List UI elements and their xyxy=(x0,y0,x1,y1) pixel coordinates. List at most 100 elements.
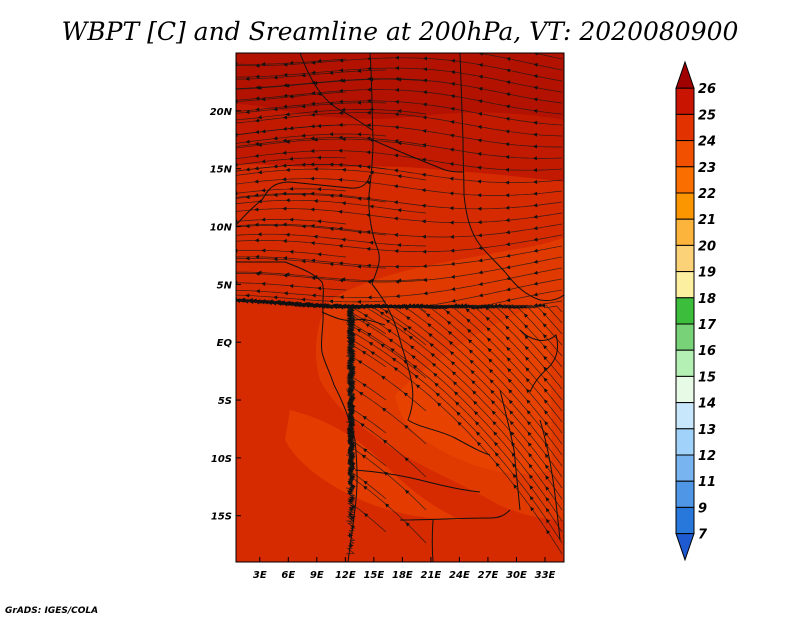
streamline-arrow xyxy=(362,383,367,388)
streamline-arrow xyxy=(543,388,548,393)
streamline-arrow xyxy=(379,311,385,316)
streamline-arrow xyxy=(363,314,369,318)
streamline-arrow xyxy=(466,318,471,323)
streamline-arrow xyxy=(254,207,259,212)
streamline-arrow xyxy=(430,353,436,358)
streamline-arrow xyxy=(528,463,533,469)
colorbar-swatch xyxy=(675,323,695,351)
streamline-arrow xyxy=(448,304,453,309)
streamline-arrow xyxy=(394,125,399,130)
streamline-arrow xyxy=(422,129,427,134)
streamline-arrow xyxy=(255,74,260,79)
streamline-arrow xyxy=(533,85,538,90)
streamline-arrow xyxy=(417,303,422,308)
streamline-arrow xyxy=(426,313,431,318)
streamline-arrow xyxy=(283,62,288,67)
streamline-arrow xyxy=(348,340,354,344)
streamline-arrow xyxy=(533,120,538,125)
streamline-arrow xyxy=(506,357,512,362)
streamline-arrow xyxy=(543,377,548,382)
streamline-arrow xyxy=(505,193,510,198)
streamline-arrow xyxy=(347,472,353,477)
streamline-arrow xyxy=(317,286,322,291)
streamline-arrow xyxy=(427,323,432,328)
streamline-arrow xyxy=(360,423,365,428)
y-tick-label: 20N xyxy=(210,107,233,118)
streamline-arrow xyxy=(313,234,318,239)
streamline-arrow xyxy=(301,259,306,264)
streamline-arrow xyxy=(397,174,402,179)
streamline-arrow xyxy=(310,176,315,181)
colorbar-label: 17 xyxy=(698,318,717,333)
streamline-arrow xyxy=(380,343,385,348)
streamline-arrow xyxy=(348,389,353,393)
streamline-arrow xyxy=(393,304,398,309)
streamline-arrow xyxy=(533,248,538,253)
streamline-arrow xyxy=(245,195,250,199)
y-tick-label: 5N xyxy=(217,280,233,291)
border-south-1 xyxy=(399,509,511,521)
streamline-arrow xyxy=(487,347,492,353)
streamline-arrow xyxy=(261,281,266,286)
streamline-arrow xyxy=(245,110,250,114)
colorbar-swatch xyxy=(675,375,695,404)
streamline-arrow xyxy=(421,157,426,162)
streamline-arrow xyxy=(338,177,343,182)
streamline-arrow xyxy=(449,147,454,152)
field-band-24c xyxy=(285,410,460,520)
streamline-arrow xyxy=(477,220,482,225)
streamline-arrow xyxy=(478,86,483,91)
streamline-arrow xyxy=(317,123,322,128)
streamline xyxy=(236,199,427,214)
streamline-arrow xyxy=(477,193,482,198)
streamline-arrow xyxy=(338,226,343,231)
streamline-arrow xyxy=(421,203,426,208)
streamline-arrow xyxy=(397,243,402,248)
streamline-arrow xyxy=(255,300,260,305)
streamline-arrow xyxy=(347,373,353,378)
streamline-arrow xyxy=(546,518,550,524)
streamline-arrow xyxy=(429,343,434,348)
streamline-arrow xyxy=(261,129,266,134)
streamline-arrow xyxy=(241,298,246,303)
streamline-arrow xyxy=(496,303,502,308)
colorbar-label: 9 xyxy=(698,501,707,516)
streamline-arrow xyxy=(289,284,294,289)
streamline-arrow xyxy=(404,457,409,462)
colorbar-swatch xyxy=(675,428,695,456)
streamline-arrow xyxy=(505,167,510,172)
streamline-arrow xyxy=(363,480,368,485)
streamline-arrow xyxy=(506,68,511,73)
streamline-arrow xyxy=(261,248,266,253)
colorbar-swatch xyxy=(675,166,695,194)
streamline-arrow xyxy=(317,187,322,192)
streamline-arrow xyxy=(357,230,362,235)
streamline-arrow xyxy=(366,263,371,268)
streamline-arrow xyxy=(365,323,370,328)
streamline-arrow xyxy=(526,410,531,415)
colorbar-swatch xyxy=(675,454,695,482)
streamline-arrow xyxy=(505,129,510,134)
streamline-arrow xyxy=(543,366,548,371)
streamline-arrow xyxy=(357,68,362,73)
streamline-arrow xyxy=(348,455,353,460)
streamline-arrow xyxy=(486,327,491,332)
streamline xyxy=(236,233,427,247)
streamline-arrow xyxy=(449,162,454,167)
streamline-arrow xyxy=(301,224,306,229)
streamline-arrow xyxy=(397,77,402,82)
streamline-arrow xyxy=(321,302,326,307)
streamline-arrow xyxy=(236,219,238,224)
streamline-arrow xyxy=(357,360,363,365)
streamline-arrow xyxy=(381,303,386,308)
streamline-arrow xyxy=(524,324,529,329)
streamline-arrow xyxy=(348,507,354,512)
streamline-arrow xyxy=(422,115,427,120)
streamline-arrow xyxy=(373,303,378,308)
streamline-arrow xyxy=(395,55,399,60)
streamline-arrow xyxy=(452,304,457,308)
streamline-arrow xyxy=(545,464,550,469)
streamline-arrow xyxy=(349,463,355,467)
streamline-arrow xyxy=(285,198,290,203)
streamline-arrow xyxy=(255,63,260,68)
